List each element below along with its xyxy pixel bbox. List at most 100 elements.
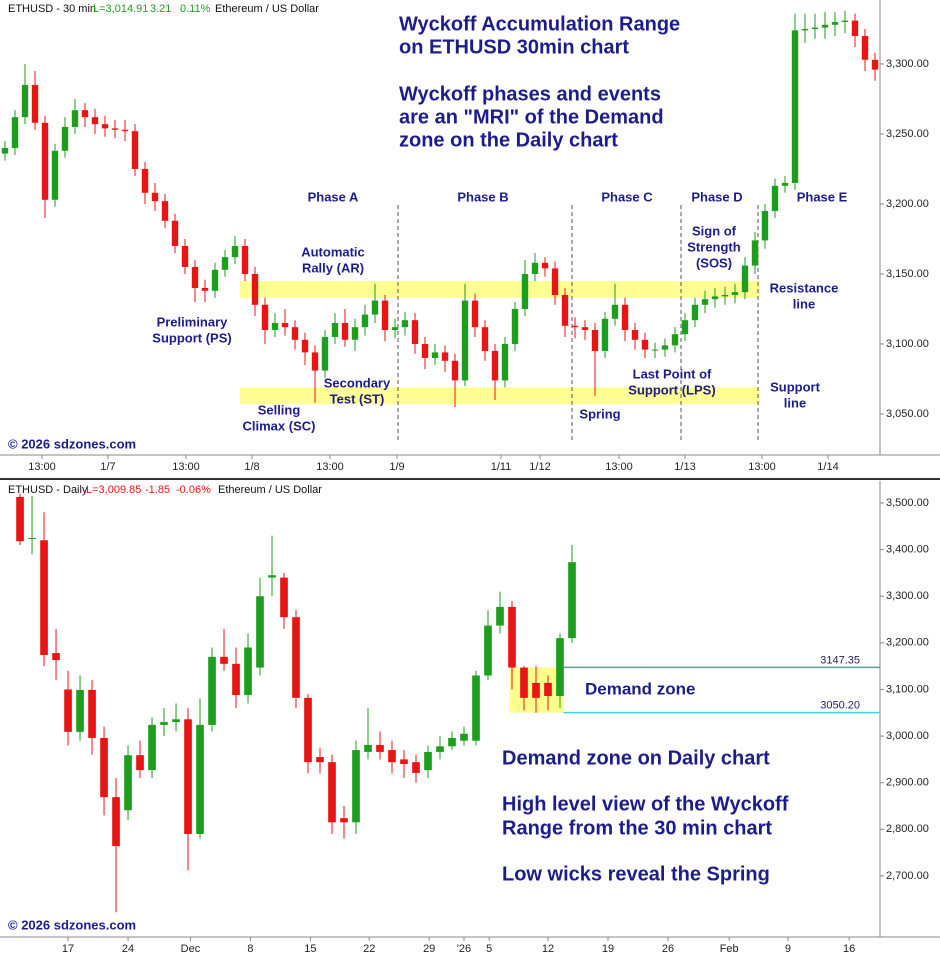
candle-body: [101, 124, 109, 129]
candle-body: [241, 245, 249, 274]
candle-body: [424, 751, 432, 771]
candle-body: [508, 606, 516, 668]
x-tick-label: 8: [247, 943, 253, 955]
candle-body: [691, 304, 699, 321]
candle-body: [364, 744, 372, 752]
candle-body: [441, 352, 449, 361]
candle-body: [71, 110, 79, 127]
annotation: Automatic: [301, 244, 365, 259]
candle-body: [376, 744, 384, 752]
header-change-pct: 0.11%: [180, 3, 211, 15]
candle-body: [861, 35, 869, 60]
annotation: line: [784, 395, 806, 410]
candle-body: [461, 300, 469, 381]
y-tick-label: 2,900.00: [886, 777, 929, 789]
candle-body: [391, 327, 399, 330]
candle-body: [221, 257, 229, 270]
annotation: Wyckoff phases and events: [399, 83, 661, 105]
y-tick-label: 3,000.00: [886, 730, 929, 742]
watermark: © 2026 sdzones.com: [8, 436, 136, 451]
x-tick-label: 13:00: [316, 461, 344, 473]
candle-body: [1, 147, 9, 154]
annotation: are an "MRI" of the Demand: [399, 106, 664, 128]
x-tick-label: 13:00: [172, 461, 200, 473]
candle-body: [76, 689, 84, 732]
candle-body: [721, 294, 729, 297]
candle-body: [361, 314, 369, 328]
annotation: (SOS): [696, 255, 732, 270]
x-tick-label: 17: [62, 943, 74, 955]
zone-band: [240, 387, 760, 405]
candle-body: [121, 129, 129, 132]
candle-body: [520, 667, 528, 698]
candle-body: [401, 320, 409, 328]
x-tick-label: 1/9: [389, 461, 404, 473]
candle-body: [148, 724, 156, 771]
candle-body: [291, 327, 299, 340]
annotation: line: [793, 296, 815, 311]
x-tick-label: 22: [363, 943, 375, 955]
candle-body: [568, 562, 576, 639]
candle-body: [64, 689, 72, 732]
candle-body: [631, 329, 639, 340]
annotation: High level view of the Wyckoff: [502, 793, 789, 815]
candle-body: [341, 322, 349, 340]
header-change-pct: -0.06%: [176, 484, 211, 496]
candle-body: [52, 653, 60, 661]
candle-body: [220, 656, 228, 664]
candle-body: [81, 110, 89, 118]
annotation: Rally (AR): [302, 260, 364, 275]
candle-body: [481, 327, 489, 351]
candle-body: [141, 168, 149, 193]
x-tick-label: '26: [457, 943, 471, 955]
candle-body: [208, 656, 216, 725]
candle-body: [841, 20, 849, 22]
candle-body: [251, 273, 259, 305]
x-tick-label: 16: [843, 943, 855, 955]
candle-body: [351, 327, 359, 340]
candle-body: [211, 269, 219, 291]
annotation: Support (LPS): [628, 382, 715, 397]
candle-body: [511, 308, 519, 344]
annotation: Demand zone on Daily chart: [502, 747, 770, 769]
x-tick-label: 13:00: [748, 461, 776, 473]
annotation: Last Point of: [633, 366, 712, 381]
y-tick-label: 3,200.00: [886, 637, 929, 649]
annotation: Support (PS): [152, 330, 231, 345]
candle-body: [460, 733, 468, 741]
annotation: Secondary: [324, 375, 391, 390]
annotation: Phase D: [691, 189, 742, 204]
annotation: zone on the Daily chart: [399, 129, 618, 151]
x-tick-label: 5: [486, 943, 492, 955]
header-name: Ethereum / US Dollar: [215, 3, 319, 15]
x-tick-label: 12: [542, 943, 554, 955]
annotation: Demand zone: [585, 679, 696, 698]
candle-body: [761, 210, 769, 241]
candle-body: [472, 675, 480, 741]
candle-body: [791, 30, 799, 183]
candle-body: [421, 343, 429, 358]
candle-body: [100, 737, 108, 798]
header-symbol: ETHUSD - Daily: [8, 484, 88, 496]
candle-body: [591, 329, 599, 351]
candle-body: [231, 245, 239, 258]
x-tick-label: 24: [122, 943, 134, 955]
annotation: Climax (SC): [243, 418, 316, 433]
x-tick-label: 13:00: [28, 461, 56, 473]
x-tick-label: 1/11: [491, 461, 512, 473]
candle-body: [484, 625, 492, 676]
candle-body: [381, 300, 389, 330]
candle-body: [112, 797, 120, 847]
header-name: Ethereum / US Dollar: [218, 484, 322, 496]
y-tick-label: 3,050.00: [886, 408, 929, 420]
candle-body: [411, 320, 419, 344]
x-tick-label: 15: [304, 943, 316, 955]
candle-body: [551, 268, 559, 295]
candle-body: [51, 150, 59, 200]
y-tick-label: 3,300.00: [886, 590, 929, 602]
y-tick-label: 2,700.00: [886, 870, 929, 882]
candle-body: [172, 719, 180, 723]
candle-body: [641, 339, 649, 350]
candle-body: [28, 537, 36, 539]
candle-body: [521, 273, 529, 309]
